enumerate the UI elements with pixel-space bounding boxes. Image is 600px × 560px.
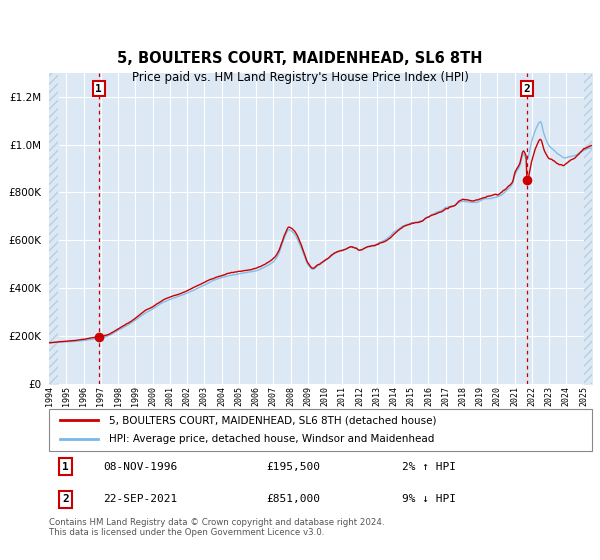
Text: 2007: 2007 xyxy=(269,386,278,407)
Text: 1994: 1994 xyxy=(45,386,54,407)
Text: 2010: 2010 xyxy=(320,386,329,407)
Text: 2003: 2003 xyxy=(200,386,209,407)
Text: 2025: 2025 xyxy=(579,386,588,407)
Text: 2017: 2017 xyxy=(441,386,450,407)
Text: 2024: 2024 xyxy=(562,386,571,407)
Text: £851,000: £851,000 xyxy=(266,494,320,505)
Text: 2022: 2022 xyxy=(527,386,536,407)
Text: 2023: 2023 xyxy=(545,386,554,407)
Text: Price paid vs. HM Land Registry's House Price Index (HPI): Price paid vs. HM Land Registry's House … xyxy=(131,71,469,84)
Text: 2001: 2001 xyxy=(166,386,175,407)
Text: 2008: 2008 xyxy=(286,386,295,407)
Text: 1996: 1996 xyxy=(79,386,88,407)
Text: 22-SEP-2021: 22-SEP-2021 xyxy=(104,494,178,505)
Text: 2004: 2004 xyxy=(217,386,226,407)
Text: Contains HM Land Registry data © Crown copyright and database right 2024.
This d: Contains HM Land Registry data © Crown c… xyxy=(49,518,385,538)
Text: 2009: 2009 xyxy=(303,386,312,407)
Text: 2020: 2020 xyxy=(493,386,502,407)
Text: 2: 2 xyxy=(62,494,69,505)
Text: 2% ↑ HPI: 2% ↑ HPI xyxy=(402,461,456,472)
Text: 2015: 2015 xyxy=(407,386,416,407)
Text: 5, BOULTERS COURT, MAIDENHEAD, SL6 8TH (detached house): 5, BOULTERS COURT, MAIDENHEAD, SL6 8TH (… xyxy=(109,415,436,425)
Text: 1: 1 xyxy=(95,83,102,94)
Text: 1: 1 xyxy=(62,461,69,472)
Text: 2011: 2011 xyxy=(338,386,347,407)
Text: 2018: 2018 xyxy=(458,386,467,407)
Text: 9% ↓ HPI: 9% ↓ HPI xyxy=(402,494,456,505)
Text: HPI: Average price, detached house, Windsor and Maidenhead: HPI: Average price, detached house, Wind… xyxy=(109,435,434,445)
Text: 2021: 2021 xyxy=(510,386,519,407)
Text: 2016: 2016 xyxy=(424,386,433,407)
Text: 2019: 2019 xyxy=(476,386,485,407)
Text: £195,500: £195,500 xyxy=(266,461,320,472)
Text: 2000: 2000 xyxy=(148,386,157,407)
Text: 1999: 1999 xyxy=(131,386,140,407)
Text: 5, BOULTERS COURT, MAIDENHEAD, SL6 8TH: 5, BOULTERS COURT, MAIDENHEAD, SL6 8TH xyxy=(117,51,483,66)
Text: 2014: 2014 xyxy=(389,386,398,407)
Text: 2013: 2013 xyxy=(372,386,381,407)
Text: 1998: 1998 xyxy=(113,386,122,407)
Text: 1995: 1995 xyxy=(62,386,71,407)
Text: 08-NOV-1996: 08-NOV-1996 xyxy=(104,461,178,472)
Text: 2012: 2012 xyxy=(355,386,364,407)
Text: 1997: 1997 xyxy=(97,386,106,407)
Text: 2006: 2006 xyxy=(251,386,260,407)
Text: 2002: 2002 xyxy=(182,386,191,407)
Text: 2: 2 xyxy=(524,83,530,94)
Text: 2005: 2005 xyxy=(235,386,244,407)
